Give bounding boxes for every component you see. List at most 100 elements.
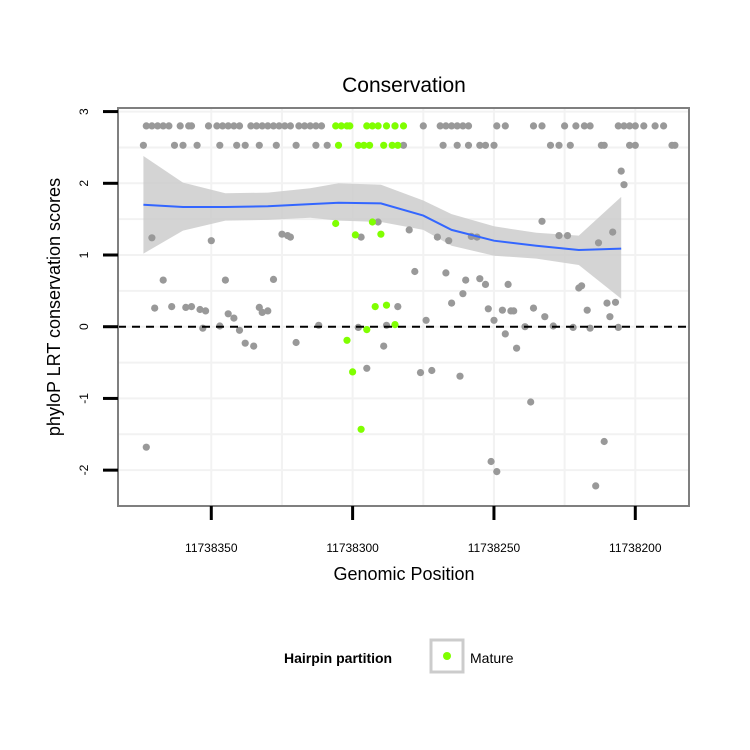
point-other xyxy=(394,303,402,311)
point-other xyxy=(193,141,201,149)
point-other xyxy=(219,122,227,130)
point-other xyxy=(498,306,506,314)
point-other xyxy=(555,232,563,240)
point-other xyxy=(241,141,249,149)
point-other xyxy=(464,122,473,130)
y-axis-ticks: -2 -1 0 1 2 3 xyxy=(77,108,118,475)
point-other xyxy=(555,141,563,149)
point-other xyxy=(306,122,314,130)
point-other xyxy=(416,369,425,377)
point-mature xyxy=(357,425,365,433)
point-other xyxy=(179,141,187,149)
point-other xyxy=(487,457,495,466)
chart-title: Conservation xyxy=(342,74,466,97)
point-other xyxy=(620,122,628,130)
point-other xyxy=(459,290,467,298)
y-tick-label: 0 xyxy=(77,323,91,330)
point-other xyxy=(241,339,249,347)
point-other xyxy=(592,482,600,490)
point-other xyxy=(578,282,586,290)
point-other xyxy=(252,122,261,130)
point-other xyxy=(445,237,453,245)
point-other xyxy=(439,141,447,149)
point-other xyxy=(572,122,580,130)
point-other xyxy=(504,280,512,288)
point-other xyxy=(286,122,294,130)
point-other xyxy=(159,122,167,130)
point-other xyxy=(272,141,280,149)
legend: Hairpin partition Mature xyxy=(284,638,514,674)
point-other xyxy=(566,141,574,149)
point-mature xyxy=(380,141,388,149)
point-other xyxy=(626,122,634,130)
point-other xyxy=(224,122,232,130)
point-other xyxy=(148,234,156,242)
point-other xyxy=(586,324,594,332)
y-tick-label: 2 xyxy=(77,180,91,187)
point-other xyxy=(213,122,221,130)
point-other xyxy=(264,122,272,130)
points-mature xyxy=(332,122,408,433)
point-other xyxy=(323,141,331,149)
point-other xyxy=(292,141,300,149)
point-other xyxy=(538,217,546,225)
point-mature xyxy=(391,321,399,329)
point-other xyxy=(281,122,289,130)
plot-panel xyxy=(118,108,689,506)
point-other xyxy=(660,122,668,130)
point-other xyxy=(199,324,207,332)
point-other xyxy=(363,364,371,372)
point-mature xyxy=(374,122,382,130)
point-other xyxy=(484,305,492,313)
point-other xyxy=(490,141,498,149)
point-other xyxy=(165,122,173,130)
point-other xyxy=(187,303,196,311)
point-other xyxy=(671,141,679,149)
point-other xyxy=(631,141,639,149)
point-other xyxy=(286,233,294,241)
point-other xyxy=(464,141,473,149)
point-other xyxy=(490,316,498,324)
point-other xyxy=(462,276,470,284)
point-other xyxy=(382,321,391,329)
point-mature xyxy=(382,122,391,130)
point-mature xyxy=(371,303,379,311)
point-other xyxy=(594,239,603,247)
point-other xyxy=(405,226,413,234)
point-other xyxy=(442,269,450,277)
point-other xyxy=(230,314,238,322)
point-other xyxy=(481,141,490,149)
point-other xyxy=(481,280,490,288)
point-other xyxy=(258,122,266,130)
point-other xyxy=(453,141,461,149)
point-other xyxy=(315,321,323,329)
point-other xyxy=(600,437,608,446)
point-mature xyxy=(382,301,391,309)
point-other xyxy=(611,298,620,306)
point-other xyxy=(603,299,611,307)
point-other xyxy=(541,313,549,321)
point-mature xyxy=(351,231,359,239)
point-other xyxy=(419,122,427,130)
point-other xyxy=(651,122,659,130)
point-other xyxy=(561,122,569,130)
point-other xyxy=(476,141,484,149)
point-other xyxy=(312,141,320,149)
y-tick-label: 1 xyxy=(77,251,91,258)
point-other xyxy=(235,326,244,334)
point-mature xyxy=(377,230,385,238)
point-mature xyxy=(366,141,374,149)
point-other xyxy=(176,122,184,130)
point-other xyxy=(151,304,159,312)
point-other xyxy=(459,122,467,130)
point-mature xyxy=(399,122,408,130)
point-other xyxy=(456,372,464,380)
point-other xyxy=(380,342,388,350)
point-other xyxy=(583,306,591,314)
point-other xyxy=(269,275,278,283)
point-other xyxy=(399,141,408,149)
point-other xyxy=(196,305,204,314)
point-other xyxy=(510,307,518,315)
point-other xyxy=(357,233,365,241)
